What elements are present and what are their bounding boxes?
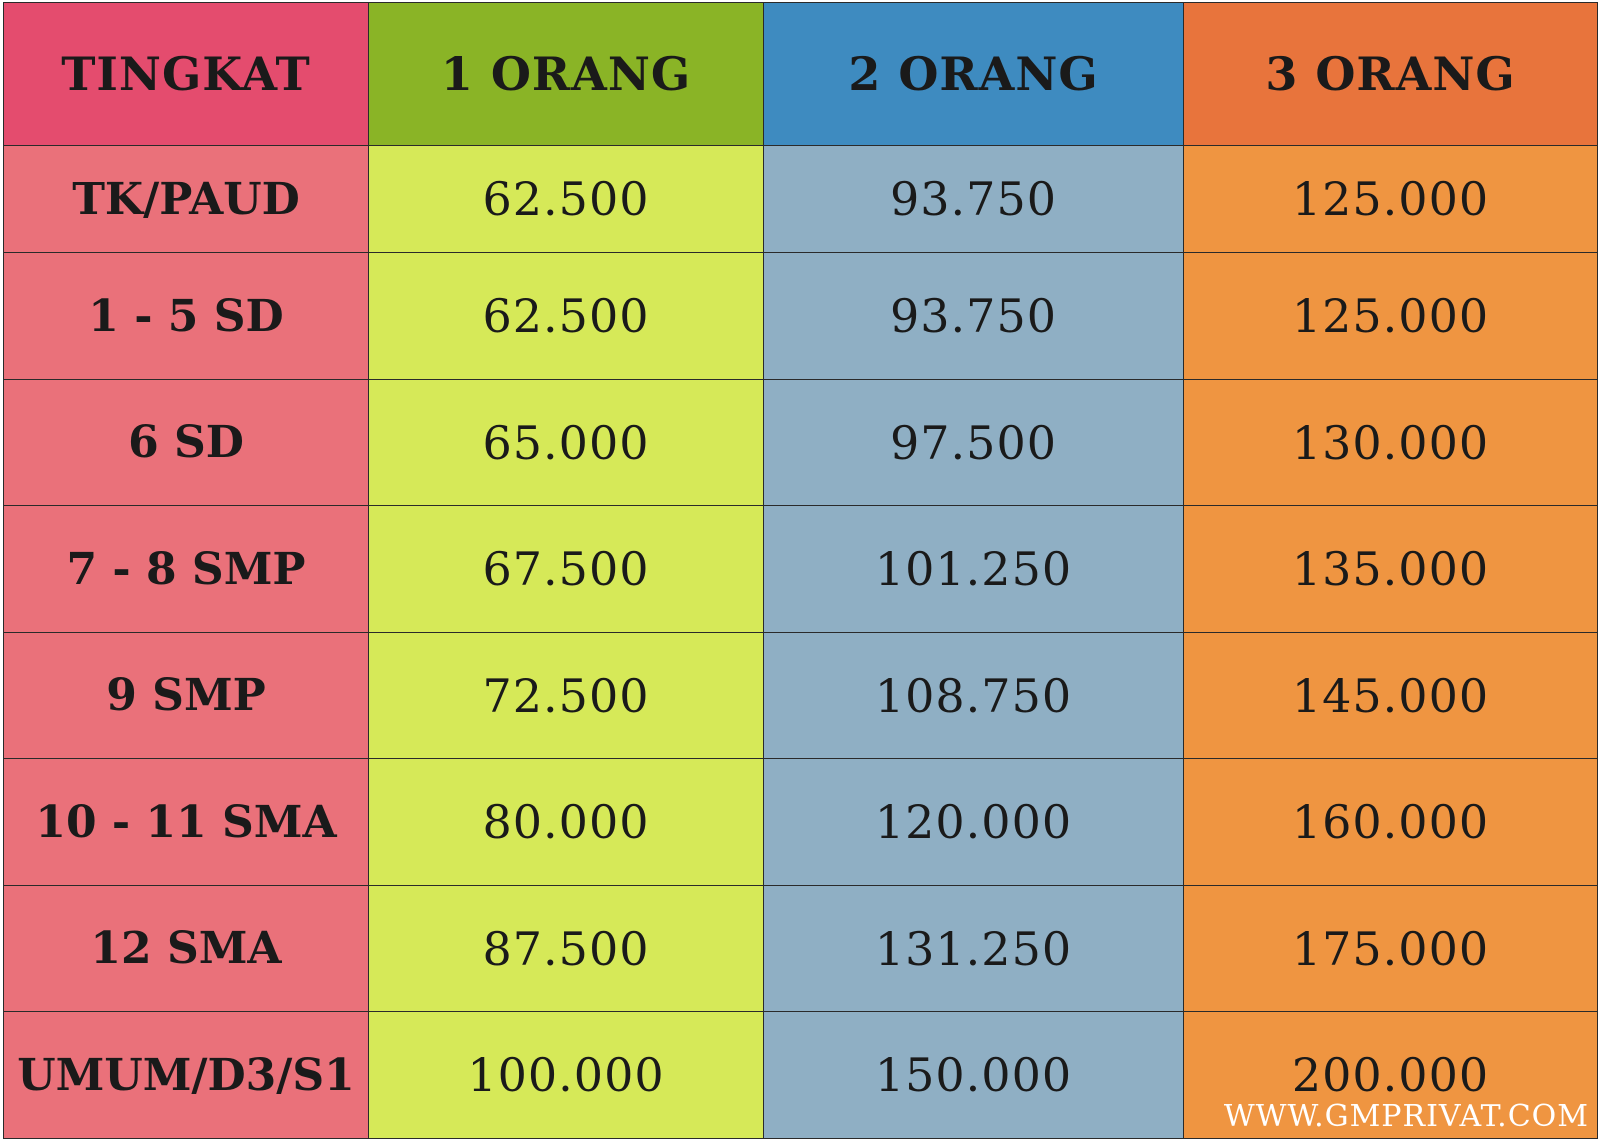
- price-cell-3-orang: 125.000: [1183, 144, 1598, 254]
- table-row: 12 SMA 87.500 131.250 175.000: [3, 884, 1598, 1013]
- price-cell-1-orang: 72.500: [368, 631, 764, 760]
- price-cell-1-orang: 100.000: [368, 1011, 764, 1139]
- price-cell-1-orang: 87.500: [368, 884, 764, 1013]
- price-cell-3-orang: 145.000: [1183, 631, 1598, 760]
- price-table: TINGKAT 1 ORANG 2 ORANG 3 ORANG TK/PAUD …: [3, 2, 1598, 1139]
- header-row: TINGKAT 1 ORANG 2 ORANG 3 ORANG: [3, 2, 1598, 146]
- price-value: 200.000: [1291, 1048, 1490, 1103]
- price-cell-1-orang: 67.500: [368, 505, 764, 633]
- header-tingkat: TINGKAT: [3, 2, 369, 146]
- price-cell-2-orang: 131.250: [763, 884, 1184, 1013]
- price-cell-3-orang: 125.000: [1183, 252, 1598, 380]
- level-cell: 10 - 11 SMA: [3, 758, 369, 886]
- table-row: 1 - 5 SD 62.500 93.750 125.000: [3, 252, 1598, 380]
- price-cell-1-orang: 62.500: [368, 144, 764, 254]
- price-cell-2-orang: 97.500: [763, 378, 1184, 507]
- price-cell-3-orang: 160.000: [1183, 758, 1598, 886]
- table-row: 10 - 11 SMA 80.000 120.000 160.000: [3, 758, 1598, 886]
- table-row: 6 SD 65.000 97.500 130.000: [3, 378, 1598, 507]
- price-cell-2-orang: 108.750: [763, 631, 1184, 760]
- level-cell: 1 - 5 SD: [3, 252, 369, 380]
- price-cell-3-orang: 135.000: [1183, 505, 1598, 633]
- level-cell: 6 SD: [3, 378, 369, 507]
- watermark-text: WWW.GMPRIVAT.COM: [1223, 1099, 1589, 1134]
- level-cell: UMUM/D3/S1: [3, 1011, 369, 1139]
- table-row: 7 - 8 SMP 67.500 101.250 135.000: [3, 505, 1598, 633]
- table-row: 9 SMP 72.500 108.750 145.000: [3, 631, 1598, 760]
- price-cell-1-orang: 65.000: [368, 378, 764, 507]
- price-cell-2-orang: 101.250: [763, 505, 1184, 633]
- level-cell: 12 SMA: [3, 884, 369, 1013]
- table-row: TK/PAUD 62.500 93.750 125.000: [3, 144, 1598, 254]
- level-cell: 7 - 8 SMP: [3, 505, 369, 633]
- price-cell-2-orang: 93.750: [763, 144, 1184, 254]
- price-cell-2-orang: 93.750: [763, 252, 1184, 380]
- header-2-orang: 2 ORANG: [763, 2, 1184, 146]
- header-3-orang: 3 ORANG: [1183, 2, 1598, 146]
- table-row: UMUM/D3/S1 100.000 150.000 200.000 WWW.G…: [3, 1011, 1598, 1139]
- price-cell-3-orang: 130.000: [1183, 378, 1598, 507]
- header-1-orang: 1 ORANG: [368, 2, 764, 146]
- level-cell: 9 SMP: [3, 631, 369, 760]
- level-cell: TK/PAUD: [3, 144, 369, 254]
- price-cell-2-orang: 120.000: [763, 758, 1184, 886]
- price-cell-2-orang: 150.000: [763, 1011, 1184, 1139]
- price-cell-1-orang: 62.500: [368, 252, 764, 380]
- price-cell-3-orang: 175.000: [1183, 884, 1598, 1013]
- price-cell-1-orang: 80.000: [368, 758, 764, 886]
- price-cell-3-orang: 200.000 WWW.GMPRIVAT.COM: [1183, 1011, 1598, 1139]
